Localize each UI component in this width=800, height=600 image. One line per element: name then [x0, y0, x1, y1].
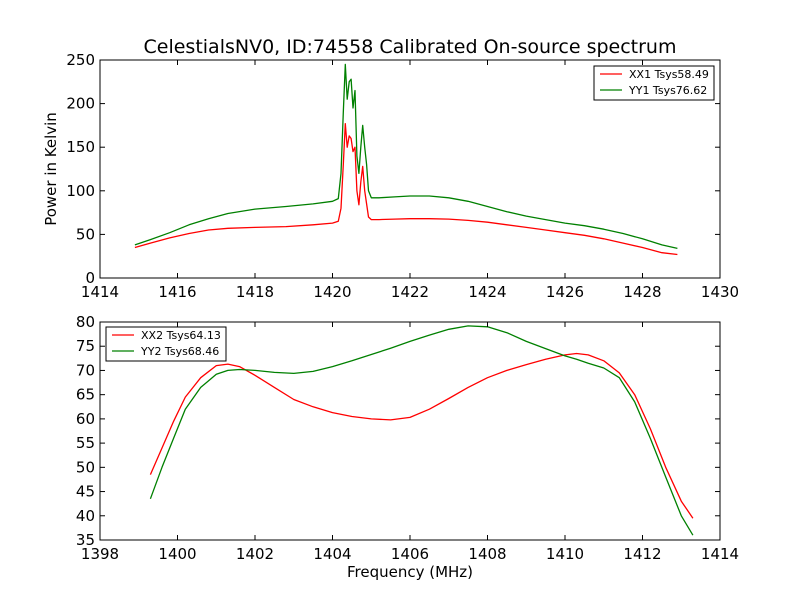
top-x-tick-label: 1430	[701, 283, 739, 301]
top-x-tick-label: 1426	[546, 283, 584, 301]
top-x-tick-label: 1428	[623, 283, 661, 301]
bottom-x-tick-label: 1402	[236, 545, 274, 563]
bottom-legend-box	[105, 326, 227, 362]
bottom-x-tick-label: 1408	[468, 545, 506, 563]
top-legend: XX1 Tsys58.49 YY1 Tsys76.62	[593, 65, 715, 101]
bottom-y-tick-label: 60	[76, 410, 95, 428]
bottom-legend-label-xx2: XX2 Tsys64.13	[141, 329, 221, 342]
bottom-x-tick-label: 1410	[546, 545, 584, 563]
top-series-line-2	[134, 63, 678, 250]
bottom-x-axis-label: Frequency (MHz)	[347, 563, 473, 581]
bottom-legend-label-yy2: YY2 Tsys68.46	[140, 345, 219, 358]
bottom-y-tick-label: 70	[76, 361, 95, 379]
top-y-tick-label: 200	[66, 95, 95, 113]
bottom-y-tick-label: 75	[76, 337, 95, 355]
bottom-x-tick-label: 1406	[391, 545, 429, 563]
bottom-series-line-1	[149, 352, 694, 519]
top-x-tick-label: 1414	[81, 283, 119, 301]
top-series-line-1	[134, 123, 678, 256]
bottom-y-tick-label: 80	[76, 313, 95, 331]
bottom-x-tick-label: 1400	[158, 545, 196, 563]
top-y-tick-label: 100	[66, 182, 95, 200]
bottom-series-line-2	[149, 325, 694, 536]
top-legend-box	[593, 65, 715, 101]
top-x-tick-label: 1416	[158, 283, 196, 301]
top-x-tick-label: 1420	[313, 283, 351, 301]
bottom-y-tick-label: 50	[76, 458, 95, 476]
top-x-tick-label: 1424	[468, 283, 506, 301]
bottom-y-tick-label: 35	[76, 531, 95, 549]
top-spectrum-panel: 1414 1416 1418 1420 1422 1424 1426 1428 1430 0 50 1…	[42, 51, 739, 301]
top-x-tick-label: 1418	[236, 283, 274, 301]
bottom-x-tick-label: 1398	[81, 545, 119, 563]
bottom-y-tick-label: 45	[76, 483, 95, 501]
top-y-tick-label: 0	[85, 269, 95, 287]
figure-title: CelestialsNV0, ID:74558 Calibrated On-so…	[144, 36, 677, 58]
bottom-y-tick-label: 55	[76, 434, 95, 452]
top-y-tick-label: 150	[66, 138, 95, 156]
bottom-spectrum-panel: 1398 1400 1402 1404 1406 1408 1410 1412 1414 35 40…	[76, 313, 739, 581]
top-y-axis-label: Power in Kelvin	[42, 112, 60, 226]
bottom-y-tick-label: 65	[76, 386, 95, 404]
bottom-x-tick-label: 1412	[623, 545, 661, 563]
bottom-x-tick-label: 1404	[313, 545, 351, 563]
bottom-y-tick-label: 40	[76, 507, 95, 525]
top-x-tick-label: 1422	[391, 283, 429, 301]
bottom-x-tick-label: 1414	[701, 545, 739, 563]
top-y-tick-label: 250	[66, 51, 95, 69]
top-y-tick-label: 50	[76, 225, 95, 243]
top-legend-label-xx1: XX1 Tsys58.49	[629, 68, 709, 81]
top-legend-label-yy1: YY1 Tsys76.62	[628, 84, 707, 97]
bottom-legend: XX2 Tsys64.13 YY2 Tsys68.46	[105, 326, 227, 362]
